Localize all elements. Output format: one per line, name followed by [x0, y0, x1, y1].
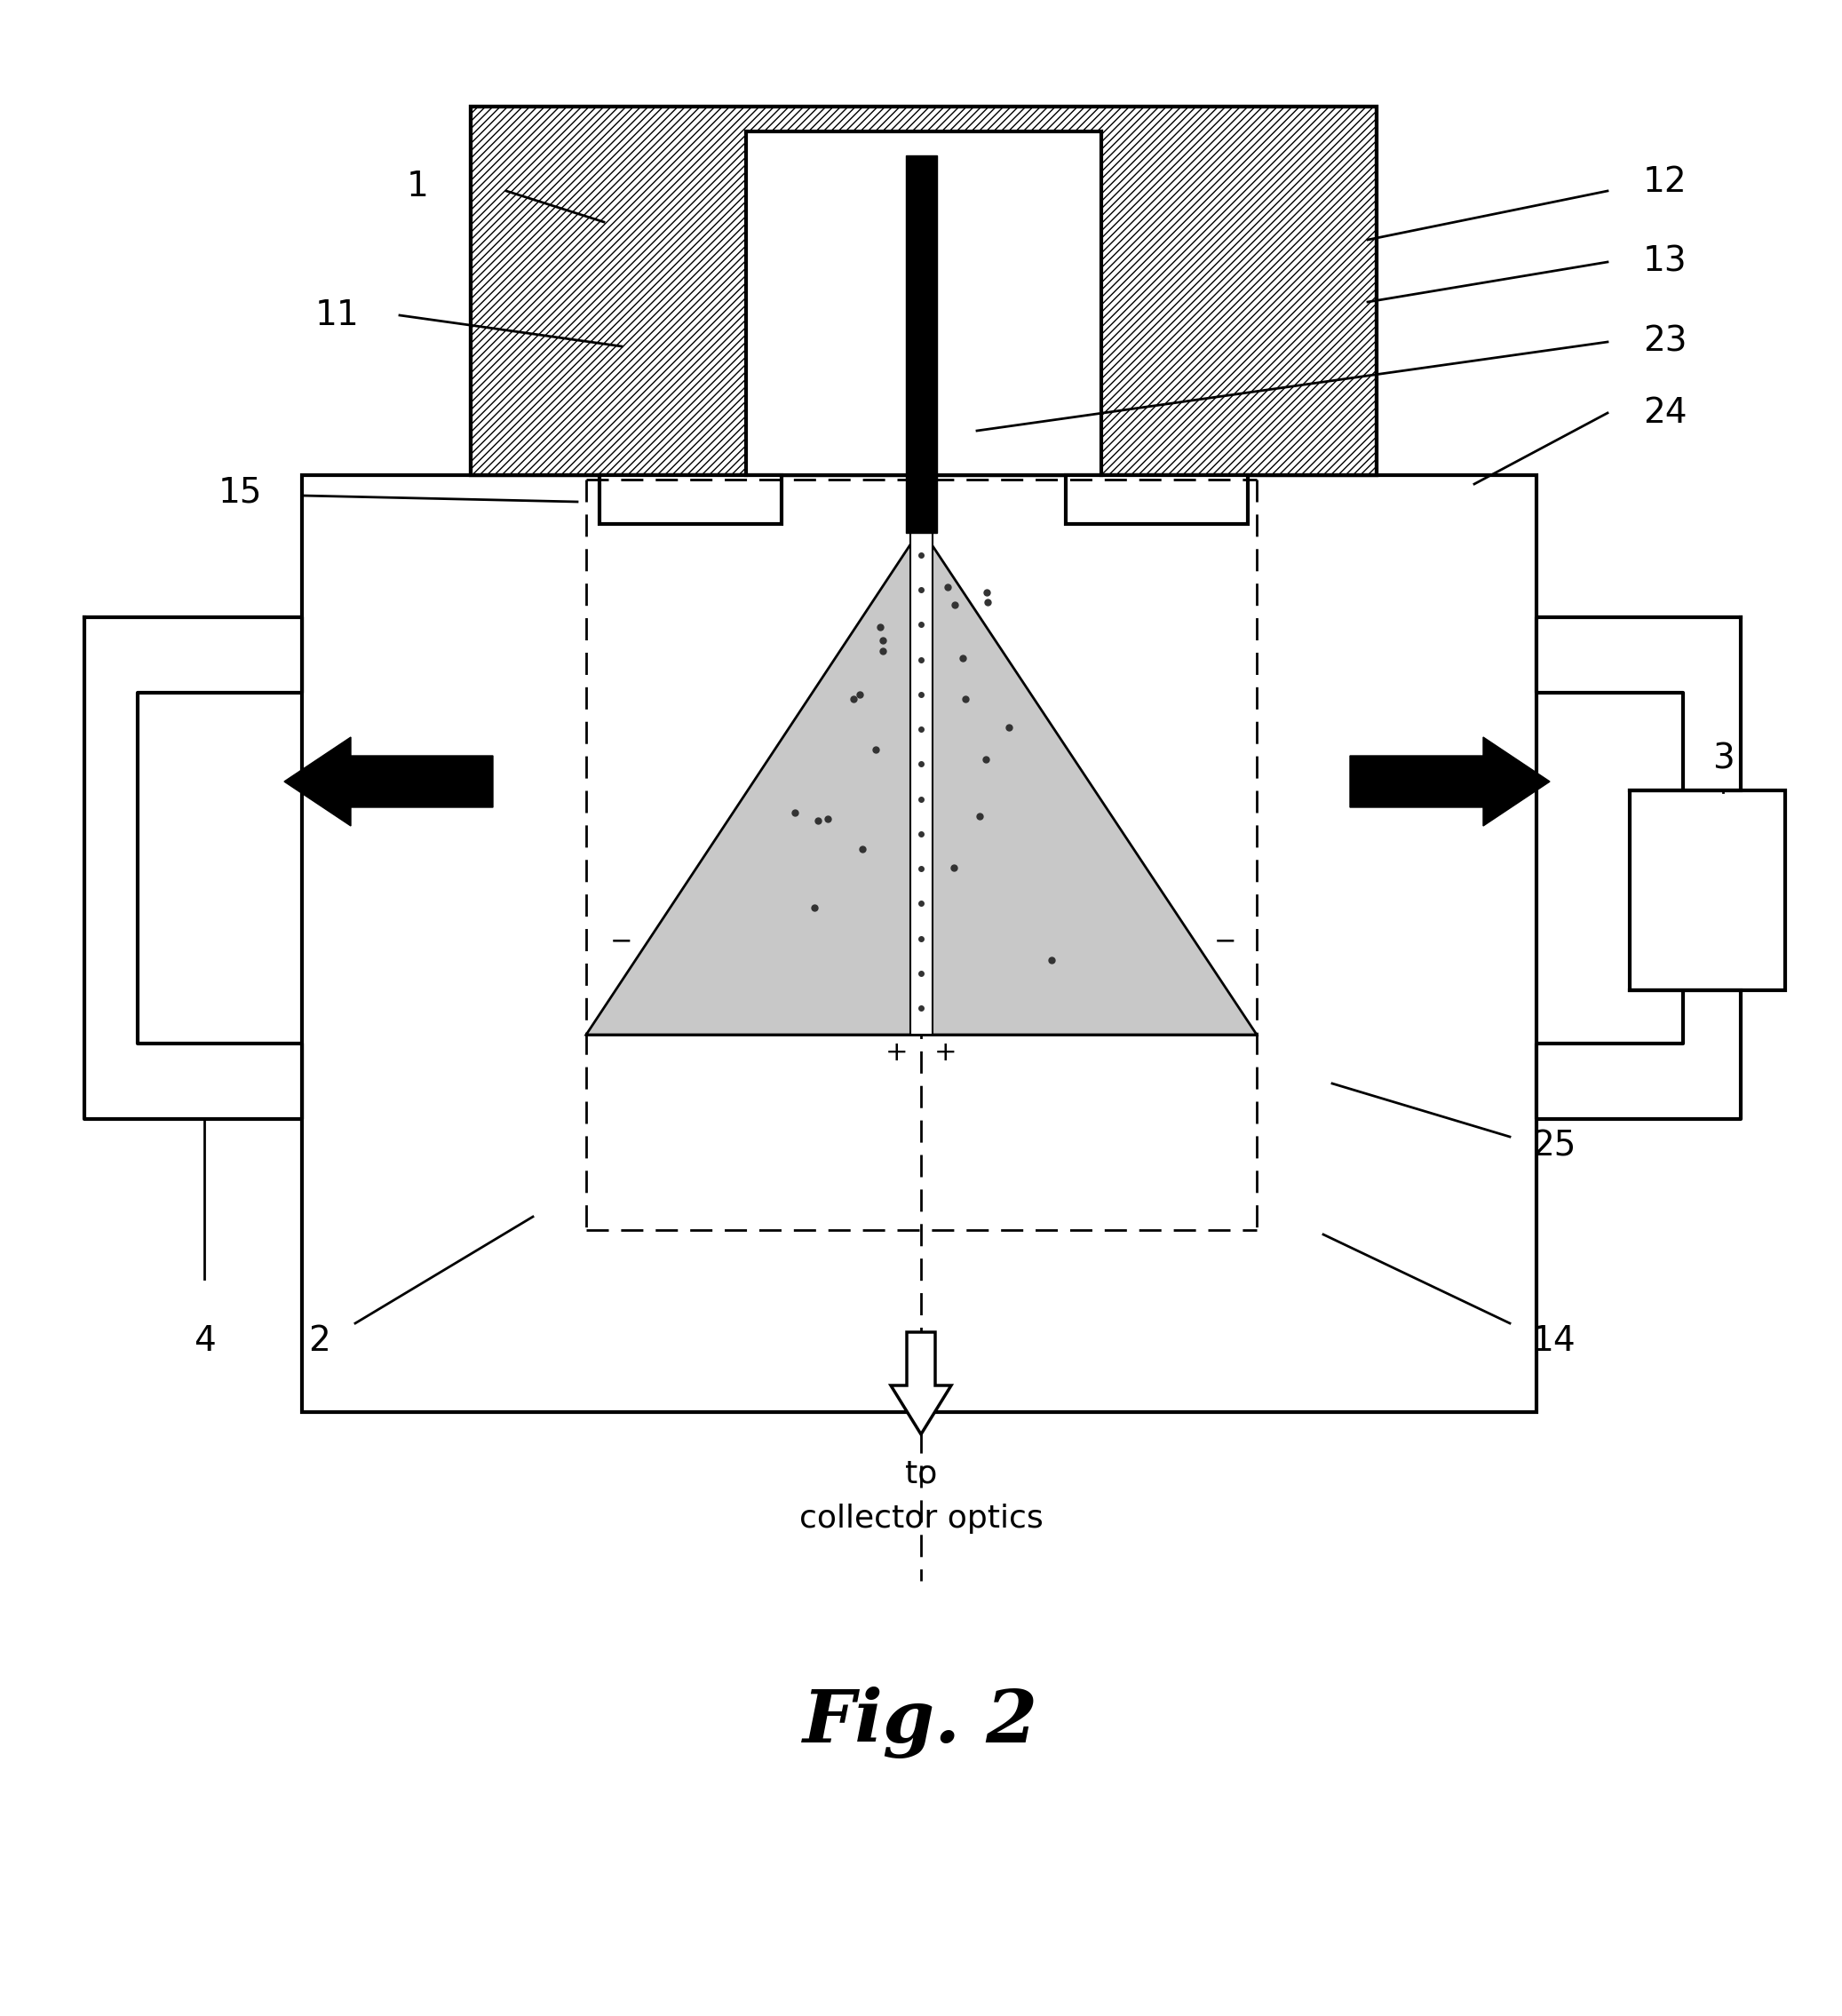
Text: 25: 25 — [1533, 1129, 1577, 1163]
Bar — [906, 155, 938, 532]
Text: 4: 4 — [193, 1325, 216, 1359]
FancyArrow shape — [892, 1333, 950, 1433]
Text: 24: 24 — [1643, 395, 1687, 429]
FancyArrow shape — [1350, 738, 1549, 827]
Text: collector optics: collector optics — [799, 1504, 1043, 1534]
Text: Fig. 2: Fig. 2 — [803, 1687, 1039, 1758]
Text: 14: 14 — [1533, 1325, 1577, 1359]
Text: to: to — [904, 1460, 938, 1490]
Polygon shape — [1536, 617, 1741, 1119]
FancyArrow shape — [284, 738, 494, 827]
Text: 3: 3 — [1711, 742, 1733, 776]
Text: −: − — [610, 929, 634, 954]
Text: +: + — [886, 1040, 908, 1064]
Text: 1: 1 — [407, 169, 429, 204]
Text: 23: 23 — [1643, 325, 1687, 359]
Bar — [1630, 790, 1785, 990]
Text: 13: 13 — [1643, 246, 1687, 278]
Text: 15: 15 — [217, 476, 262, 510]
Text: +: + — [934, 1040, 958, 1064]
Text: 11: 11 — [315, 298, 359, 333]
Text: 12: 12 — [1643, 165, 1687, 200]
Text: 2: 2 — [309, 1325, 332, 1359]
Bar — [472, 107, 1376, 476]
Bar — [599, 476, 781, 524]
Bar — [472, 107, 1376, 476]
Bar — [746, 131, 1102, 476]
Text: −: − — [1214, 929, 1238, 954]
Bar — [302, 476, 1536, 1411]
Bar — [1067, 476, 1247, 524]
Polygon shape — [85, 617, 302, 1119]
Bar — [910, 528, 932, 1034]
Polygon shape — [586, 528, 1256, 1034]
